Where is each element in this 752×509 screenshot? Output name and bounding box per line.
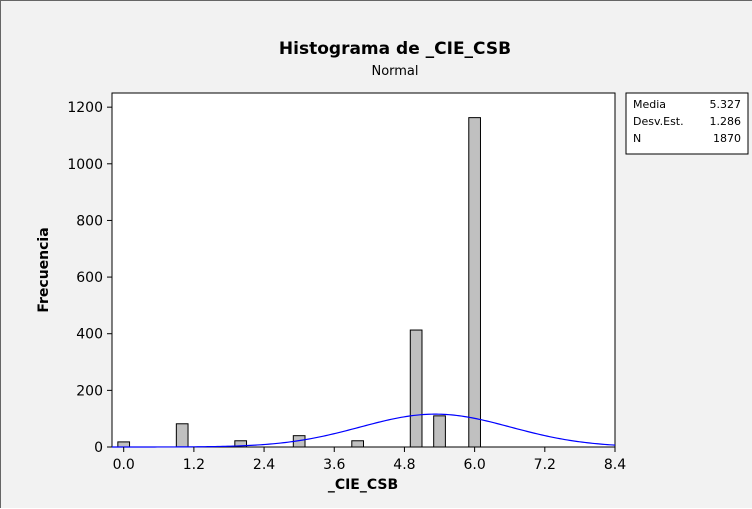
plot-area: [111, 92, 616, 448]
y-tick-label: 1200: [67, 100, 103, 116]
x-axis-label: _CIE_CSB: [328, 477, 398, 493]
x-tick-label: 2.4: [253, 457, 275, 473]
chart-title: Histograma de _CIE_CSB: [279, 39, 511, 59]
histogram-bar: [468, 117, 481, 448]
y-tick-label: 1000: [67, 157, 103, 173]
y-axis-label: Frecuencia: [36, 227, 52, 312]
x-tick-label: 8.4: [604, 457, 626, 473]
x-tick-label: 0.0: [113, 457, 135, 473]
x-tick-label: 7.2: [534, 457, 556, 473]
y-tick-label: 400: [76, 327, 103, 343]
y-tick-label: 0: [94, 440, 103, 456]
y-tick-label: 800: [76, 213, 103, 229]
normal-fit-curve: [112, 413, 616, 448]
x-tick-label: 3.6: [323, 457, 345, 473]
histogram-bar: [351, 440, 365, 448]
x-tick-label: 1.2: [183, 457, 205, 473]
histogram-bar: [433, 415, 446, 448]
stat-value-mean: 5.327: [710, 98, 742, 111]
stats-box-frame: [625, 92, 749, 155]
x-axis: 0.0 1.2 2.4 3.6 4.8 6.0 7.2 8.4: [113, 447, 626, 473]
histogram-bar: [175, 423, 189, 448]
stat-value-n: 1870: [713, 132, 741, 145]
y-tick-label: 200: [76, 383, 103, 399]
x-tick-label: 4.8: [393, 457, 415, 473]
stat-value-sd: 1.286: [710, 115, 742, 128]
histogram-bar: [409, 329, 423, 448]
histogram-bar: [234, 440, 248, 448]
y-tick-label: 600: [76, 270, 103, 286]
stats-box: Media 5.327 Desv.Est. 1.286 N 1870: [625, 92, 749, 155]
stat-label-mean: Media: [633, 98, 666, 111]
y-axis: 0 200 400 600 800 1000 1200: [67, 100, 112, 456]
stat-label-sd: Desv.Est.: [633, 115, 684, 128]
stat-label-n: N: [633, 132, 641, 145]
x-tick-label: 6.0: [463, 457, 485, 473]
chart-subtitle: Normal: [371, 64, 418, 79]
histogram-bar: [117, 441, 131, 448]
